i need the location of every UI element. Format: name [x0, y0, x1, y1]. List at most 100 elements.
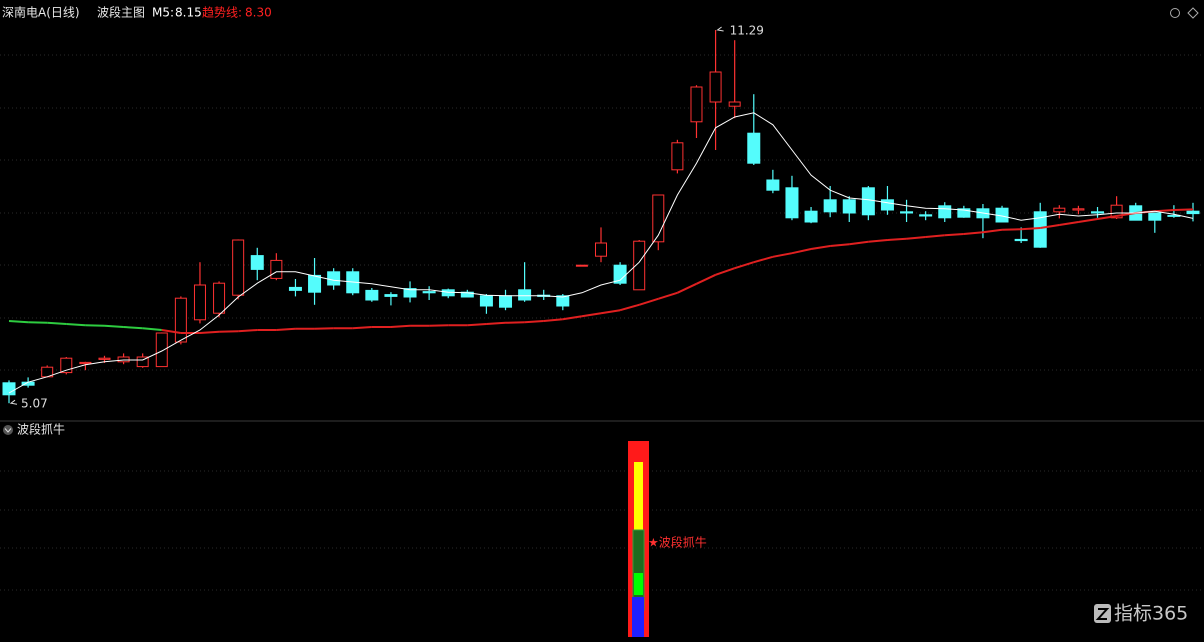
indicator-icon[interactable]: [3, 425, 13, 435]
candle-body: [690, 86, 703, 123]
candle-body: [595, 242, 607, 257]
candle-body: [518, 289, 532, 301]
candle-body: [213, 282, 226, 314]
trend-line-segment: [352, 326, 372, 330]
trend-line-segment: [906, 236, 926, 240]
trend-line-segment: [676, 282, 697, 294]
candle-body: [403, 288, 417, 298]
trend-line-segment: [925, 234, 945, 238]
chart-title: 深南电A(日线): [2, 5, 80, 20]
candle-body: [880, 199, 894, 211]
candle-body: [327, 271, 341, 286]
candle-body: [288, 286, 302, 291]
candle-body: [785, 187, 799, 219]
trend-line-segment: [28, 321, 48, 324]
candle-body: [728, 101, 741, 107]
trend-line-segment: [314, 327, 334, 330]
trend-line-segment: [944, 233, 964, 237]
trend-line-segment: [429, 324, 449, 327]
signal-green: [634, 573, 643, 595]
candle-body: [250, 255, 264, 270]
candle-body: [499, 295, 513, 308]
candle-body: [232, 239, 245, 296]
candle-body: [938, 205, 952, 219]
trend-line-segment: [1154, 209, 1174, 213]
candle-body: [957, 208, 971, 218]
signal-yellow: [634, 462, 643, 530]
trend-line-segment: [66, 323, 86, 327]
candle-body: [1110, 204, 1123, 219]
candle-body: [270, 259, 283, 279]
candle-body: [900, 211, 914, 214]
candle-body: [747, 132, 761, 164]
collapse-icon[interactable]: [1187, 7, 1199, 19]
candle-body: [671, 142, 684, 171]
trend-line-segment: [982, 228, 1003, 234]
trend-line-segment: [868, 239, 888, 243]
candle-body: [1033, 211, 1047, 248]
trend-line-segment: [830, 243, 850, 247]
trend-line-segment: [524, 320, 544, 324]
trend-line-segment: [104, 324, 124, 328]
trend-line-segment: [1173, 208, 1194, 211]
signal-blue: [632, 597, 644, 637]
candle-body: [460, 291, 474, 298]
candle-body: [79, 361, 92, 365]
signal-label: ★波段抓牛: [648, 535, 707, 550]
trend-line-segment: [772, 252, 793, 258]
trend-line-segment: [963, 231, 984, 235]
trend-line-segment: [142, 327, 162, 331]
trend-line-segment: [810, 245, 831, 250]
trend-line-segment: [1097, 215, 1117, 220]
high-pointer: [716, 26, 724, 32]
chart-subtitle: 波段主图: [97, 5, 145, 20]
candle-body: [1014, 238, 1028, 242]
watermark-logo-mark: [1095, 608, 1110, 620]
candle-body: [193, 284, 206, 321]
candle-body: [98, 357, 111, 360]
trend-line-segment: [8, 320, 29, 324]
candle-body: [365, 289, 379, 301]
candle-body: [823, 199, 837, 213]
candle-body: [1091, 211, 1105, 214]
trend-line-segment: [85, 324, 105, 327]
trend-line-segment: [887, 237, 907, 241]
candle-body: [136, 356, 149, 368]
trend-line-segment: [734, 261, 755, 270]
trend-line-segment: [199, 330, 220, 334]
candle-body: [861, 187, 875, 216]
candle-body: [575, 264, 588, 267]
settings-icon[interactable]: [1170, 8, 1180, 18]
trend-line-segment: [486, 321, 506, 325]
high-label: 11.29: [730, 24, 764, 38]
candle-body: [919, 214, 933, 217]
trend-line-segment: [276, 327, 296, 331]
low-label: 5.07: [21, 397, 48, 411]
trend-line-segment: [543, 318, 563, 322]
trend-line-segment: [390, 324, 411, 328]
trend-line-segment: [1040, 224, 1060, 229]
trend-line-segment: [505, 321, 525, 324]
low-pointer: [9, 399, 18, 405]
watermark: 指标365: [1114, 603, 1188, 625]
candle-body: [709, 71, 722, 103]
candle-body: [384, 294, 398, 297]
candle-body: [1186, 210, 1200, 215]
candle-body: [479, 295, 493, 307]
trend-line-segment: [1021, 227, 1041, 231]
legend-name: M5:: [152, 6, 174, 20]
candle-body: [556, 295, 570, 307]
trend-line-segment: [562, 315, 583, 321]
candle-body: [174, 297, 187, 343]
trend-line-segment: [657, 291, 678, 300]
candle-body: [1053, 207, 1066, 213]
candle-body: [308, 274, 322, 293]
candle-body: [117, 356, 130, 363]
trend-line-segment: [715, 267, 736, 276]
trend-line-segment: [619, 303, 640, 312]
trend-line-segment: [161, 329, 182, 334]
candle-body: [1072, 208, 1085, 211]
candle-body: [422, 291, 436, 294]
